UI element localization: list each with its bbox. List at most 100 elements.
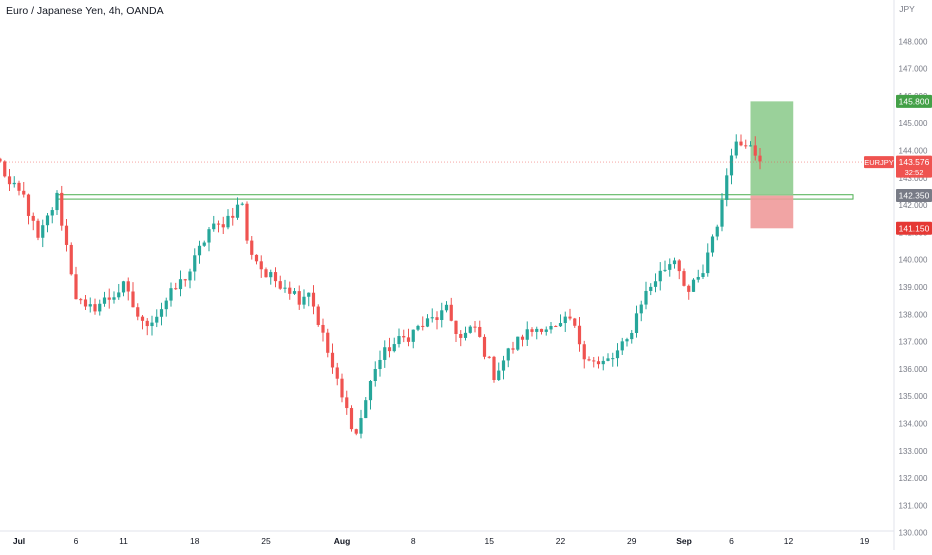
- candle[interactable]: [687, 285, 691, 292]
- candle[interactable]: [254, 254, 259, 262]
- candle[interactable]: [283, 287, 287, 289]
- candle[interactable]: [387, 347, 392, 352]
- candle[interactable]: [644, 290, 648, 305]
- candle[interactable]: [516, 336, 520, 350]
- candle[interactable]: [620, 341, 624, 351]
- candle[interactable]: [136, 307, 140, 317]
- candle[interactable]: [22, 190, 26, 195]
- candle[interactable]: [140, 316, 145, 321]
- candle[interactable]: [349, 408, 354, 430]
- candle[interactable]: [245, 203, 249, 241]
- candle[interactable]: [435, 317, 439, 320]
- candle[interactable]: [611, 358, 615, 360]
- candle[interactable]: [596, 361, 601, 365]
- candle[interactable]: [459, 333, 463, 338]
- candle[interactable]: [720, 199, 724, 227]
- candle[interactable]: [231, 215, 235, 218]
- candle[interactable]: [649, 286, 653, 291]
- candle[interactable]: [577, 325, 582, 345]
- candle[interactable]: [321, 324, 325, 333]
- candle[interactable]: [330, 352, 335, 368]
- candle[interactable]: [164, 300, 168, 310]
- stop-loss-zone[interactable]: [750, 195, 794, 229]
- candle[interactable]: [278, 281, 282, 289]
- candle[interactable]: [701, 273, 705, 277]
- candle[interactable]: [335, 367, 339, 379]
- candle[interactable]: [568, 316, 572, 319]
- candle[interactable]: [345, 397, 349, 409]
- candle[interactable]: [729, 155, 734, 176]
- candle[interactable]: [725, 175, 729, 200]
- candle[interactable]: [454, 320, 458, 334]
- candle[interactable]: [478, 326, 482, 337]
- candle[interactable]: [625, 339, 629, 342]
- candle[interactable]: [64, 225, 69, 245]
- candle[interactable]: [288, 287, 292, 294]
- candle[interactable]: [573, 318, 577, 326]
- candle[interactable]: [392, 344, 396, 352]
- candle[interactable]: [535, 328, 539, 332]
- candle[interactable]: [292, 291, 297, 294]
- candle[interactable]: [497, 370, 501, 380]
- candle[interactable]: [668, 264, 672, 270]
- candle[interactable]: [359, 418, 363, 434]
- candle[interactable]: [748, 145, 753, 147]
- candle[interactable]: [216, 223, 221, 225]
- candle[interactable]: [26, 194, 31, 216]
- candle[interactable]: [307, 292, 311, 297]
- candle[interactable]: [197, 245, 202, 256]
- candle[interactable]: [368, 380, 373, 401]
- candle[interactable]: [83, 299, 88, 307]
- candle[interactable]: [691, 279, 696, 292]
- candle[interactable]: [60, 192, 64, 226]
- candle[interactable]: [549, 326, 553, 330]
- candle[interactable]: [397, 336, 401, 345]
- support-zone[interactable]: [56, 194, 854, 200]
- candle[interactable]: [188, 271, 192, 281]
- candle[interactable]: [174, 288, 178, 290]
- candle[interactable]: [7, 176, 12, 185]
- candle[interactable]: [102, 297, 107, 304]
- candle[interactable]: [487, 356, 491, 358]
- candle[interactable]: [378, 359, 382, 370]
- candle[interactable]: [430, 317, 434, 319]
- candle[interactable]: [212, 223, 216, 230]
- candle[interactable]: [178, 279, 183, 290]
- candle[interactable]: [226, 215, 230, 228]
- candle[interactable]: [530, 329, 534, 332]
- candle[interactable]: [492, 356, 496, 380]
- candle[interactable]: [592, 360, 596, 362]
- candle[interactable]: [145, 320, 149, 327]
- candle[interactable]: [297, 291, 301, 305]
- candle[interactable]: [364, 400, 368, 419]
- candle[interactable]: [269, 272, 273, 278]
- candle[interactable]: [634, 313, 639, 333]
- candle[interactable]: [69, 244, 73, 275]
- candle[interactable]: [150, 322, 154, 327]
- candle[interactable]: [539, 328, 544, 332]
- candle[interactable]: [12, 182, 16, 185]
- candle[interactable]: [250, 240, 254, 255]
- candle[interactable]: [202, 242, 206, 246]
- candle[interactable]: [639, 304, 643, 314]
- candle[interactable]: [311, 292, 316, 307]
- candle[interactable]: [449, 304, 453, 321]
- candle[interactable]: [677, 260, 681, 272]
- candle[interactable]: [107, 297, 111, 300]
- candle[interactable]: [615, 350, 620, 359]
- candle[interactable]: [383, 347, 387, 360]
- candle[interactable]: [98, 303, 102, 312]
- candle[interactable]: [416, 325, 420, 330]
- candle[interactable]: [79, 299, 83, 301]
- candle[interactable]: [544, 329, 548, 332]
- candle[interactable]: [121, 281, 126, 293]
- candle[interactable]: [240, 203, 244, 205]
- candle[interactable]: [235, 204, 240, 218]
- candle[interactable]: [658, 270, 662, 282]
- candle[interactable]: [316, 306, 320, 325]
- candle[interactable]: [582, 344, 586, 360]
- candle[interactable]: [663, 269, 667, 271]
- candle[interactable]: [169, 288, 173, 301]
- candle[interactable]: [50, 210, 54, 216]
